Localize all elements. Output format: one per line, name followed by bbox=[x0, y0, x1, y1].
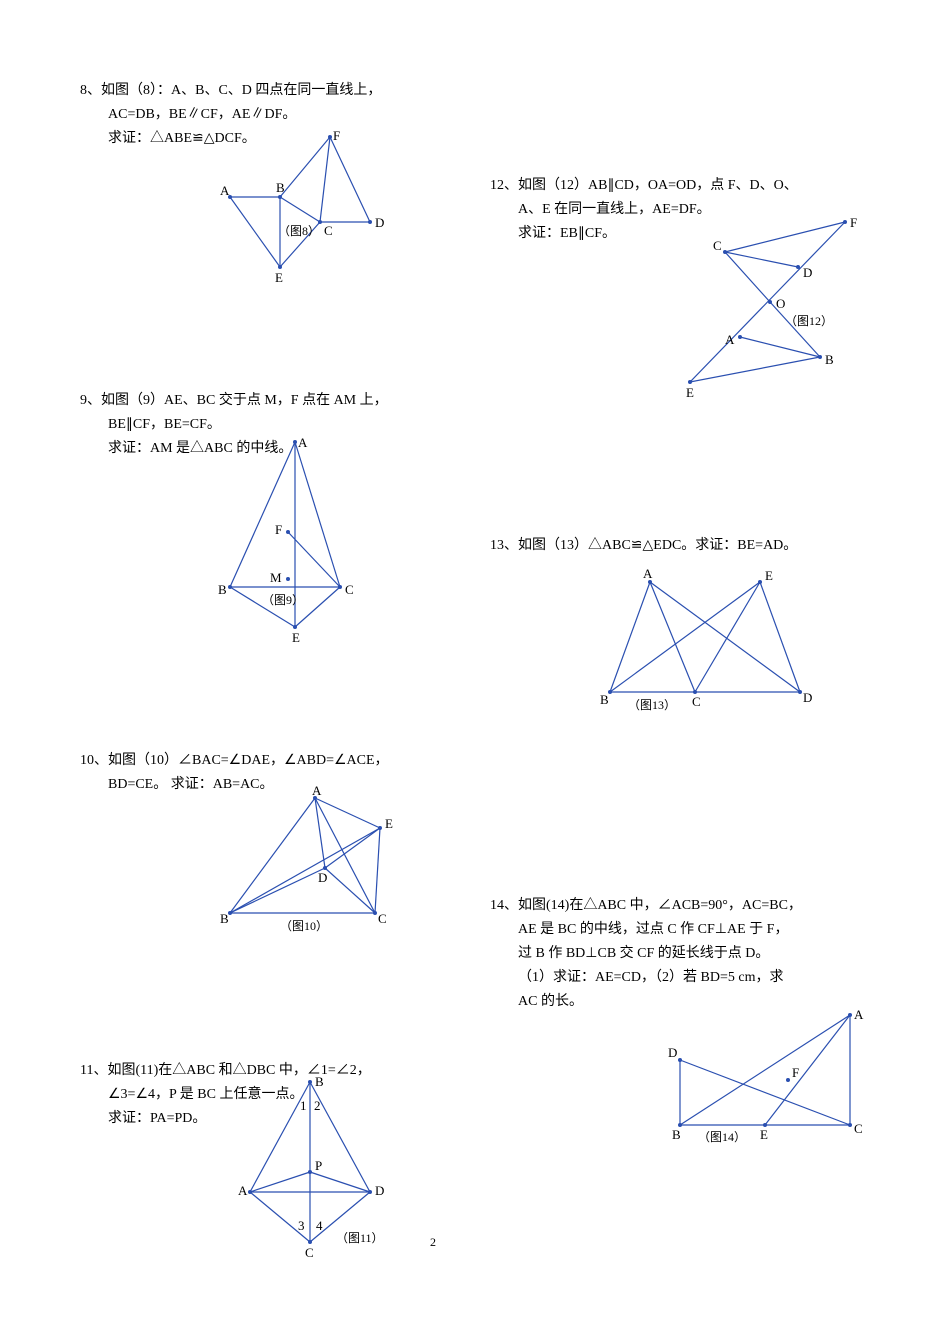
p14-line3: 过 B 作 BD⊥CB 交 CF 的延长线于点 D。 bbox=[490, 943, 890, 965]
lbl-B: B bbox=[672, 1127, 681, 1142]
p9-line1: 9、如图（9）AE、BC 交于点 M，F 点在 AM 上， bbox=[80, 390, 480, 412]
figcap-12: （图12） bbox=[785, 314, 833, 328]
figcap-10: （图10） bbox=[280, 919, 328, 933]
p10-line1: 10、如图（10）∠BAC=∠DAE，∠ABD=∠ACE， bbox=[80, 750, 480, 772]
lbl-D: D bbox=[375, 215, 384, 230]
lbl-B: B bbox=[825, 352, 834, 367]
lbl-E: E bbox=[765, 568, 773, 583]
lbl-F: F bbox=[275, 522, 282, 537]
page-number: 2 bbox=[430, 1235, 436, 1250]
ang-3: 3 bbox=[298, 1218, 305, 1233]
ang-4: 4 bbox=[316, 1218, 323, 1233]
p8-line2: AC=DB，BE∥CF，AE∥DF。 bbox=[80, 104, 480, 126]
lbl-C: C bbox=[713, 238, 722, 253]
lbl-B: B bbox=[218, 582, 227, 597]
p10-line2: BD=CE。 求证：AB=AC。 bbox=[80, 774, 480, 796]
figcap-11: （图11） bbox=[336, 1231, 384, 1245]
lbl-D: D bbox=[803, 690, 812, 705]
problem-13: 13、如图（13）△ABC≌△EDC。求证：BE=AD。 A B bbox=[490, 535, 890, 732]
lbl-D: D bbox=[375, 1183, 384, 1198]
figcap-9: （图9） bbox=[262, 593, 304, 607]
lbl-E: E bbox=[385, 816, 393, 831]
page: 8、如图（8）：A、B、C、D 四点在同一直线上， AC=DB，BE∥CF，AE… bbox=[0, 0, 945, 1335]
lbl-B: B bbox=[220, 911, 229, 926]
lbl-A: A bbox=[298, 435, 308, 450]
p13-line1: 13、如图（13）△ABC≌△EDC。求证：BE=AD。 bbox=[490, 535, 890, 557]
p14-line2: AE 是 BC 的中线，过点 C 作 CF⊥AE 于 F， bbox=[490, 919, 890, 941]
lbl-P: P bbox=[315, 1158, 322, 1173]
figure-14: A B C D E F （图14） bbox=[670, 1015, 945, 1155]
p11-line1: 11、如图(11)在△ABC 和△DBC 中，∠1=∠2， bbox=[80, 1060, 480, 1082]
p12-line2: A、E 在同一直线上，AE=DF。 bbox=[490, 199, 890, 221]
figcap-14: （图14） bbox=[698, 1130, 746, 1144]
p9-line2: BE∥CF，BE=CF。 bbox=[80, 414, 480, 436]
lbl-A: A bbox=[854, 1007, 864, 1022]
lbl-C: C bbox=[324, 223, 333, 238]
lbl-A: A bbox=[238, 1183, 248, 1198]
p14-line4: （1）求证：AE=CD，（2）若 BD=5 cm，求 bbox=[490, 967, 890, 989]
p8-line1: 8、如图（8）：A、B、C、D 四点在同一直线上， bbox=[80, 80, 480, 102]
lbl-M: M bbox=[270, 570, 282, 585]
lbl-A: A bbox=[220, 183, 230, 198]
lbl-B: B bbox=[315, 1074, 324, 1089]
problem-9: 9、如图（9）AE、BC 交于点 M，F 点在 AM 上， BE∥CF，BE=C… bbox=[80, 390, 480, 652]
figcap-8: （图8） bbox=[278, 224, 320, 238]
lbl-A: A bbox=[643, 566, 653, 581]
lbl-O: O bbox=[776, 296, 785, 311]
ang-2: 2 bbox=[314, 1098, 321, 1113]
lbl-C: C bbox=[692, 694, 701, 709]
lbl-E: E bbox=[686, 385, 694, 400]
problem-12: 12、如图（12）AB∥CD，OA=OD，点 F、D、O、 A、E 在同一直线上… bbox=[490, 175, 890, 412]
lbl-E: E bbox=[275, 270, 283, 285]
lbl-A: A bbox=[725, 332, 735, 347]
lbl-C: C bbox=[378, 911, 387, 926]
figcap-13: （图13） bbox=[628, 698, 676, 712]
lbl-A: A bbox=[312, 783, 322, 798]
lbl-E: E bbox=[292, 630, 300, 645]
lbl-D: D bbox=[803, 265, 812, 280]
figure-13: A B C E D （图13） bbox=[610, 582, 945, 732]
ang-1: 1 bbox=[300, 1098, 307, 1113]
problem-11: 11、如图(11)在△ABC 和△DBC 中，∠1=∠2， ∠3=∠4，P 是 … bbox=[80, 1060, 480, 1272]
p14-line1: 14、如图(14)在△ABC 中，∠ACB=90°，AC=BC， bbox=[490, 895, 890, 917]
lbl-D: D bbox=[668, 1045, 677, 1060]
lbl-D: D bbox=[318, 870, 327, 885]
p14-line5: AC 的长。 bbox=[490, 991, 890, 1013]
p12-line1: 12、如图（12）AB∥CD，OA=OD，点 F、D、O、 bbox=[490, 175, 890, 197]
lbl-F: F bbox=[850, 215, 857, 230]
figure-12: F D O A E C B （图12） bbox=[690, 222, 945, 412]
lbl-B: B bbox=[600, 692, 609, 707]
lbl-F: F bbox=[792, 1065, 799, 1080]
lbl-F: F bbox=[333, 128, 340, 143]
problem-8: 8、如图（8）：A、B、C、D 四点在同一直线上， AC=DB，BE∥CF，AE… bbox=[80, 80, 480, 297]
problem-14: 14、如图(14)在△ABC 中，∠ACB=90°，AC=BC， AE 是 BC… bbox=[490, 895, 890, 1155]
lbl-C: C bbox=[305, 1245, 314, 1260]
lbl-E: E bbox=[760, 1127, 768, 1142]
lbl-C: C bbox=[345, 582, 354, 597]
problem-10: 10、如图（10）∠BAC=∠DAE，∠ABD=∠ACE， BD=CE。 求证：… bbox=[80, 750, 480, 948]
lbl-B: B bbox=[276, 180, 285, 195]
lbl-C: C bbox=[854, 1121, 863, 1136]
